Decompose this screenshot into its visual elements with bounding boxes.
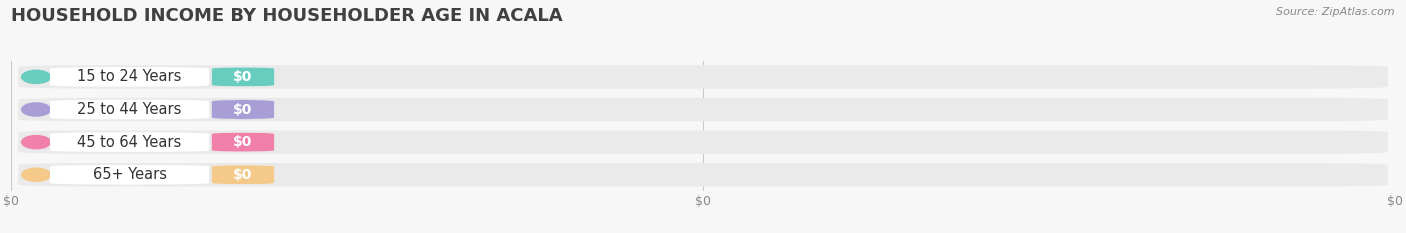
FancyBboxPatch shape xyxy=(51,67,209,87)
Text: 45 to 64 Years: 45 to 64 Years xyxy=(77,135,181,150)
Text: 15 to 24 Years: 15 to 24 Years xyxy=(77,69,181,84)
Text: HOUSEHOLD INCOME BY HOUSEHOLDER AGE IN ACALA: HOUSEHOLD INCOME BY HOUSEHOLDER AGE IN A… xyxy=(11,7,562,25)
FancyBboxPatch shape xyxy=(18,130,1388,154)
Text: $0: $0 xyxy=(233,135,253,149)
Text: 25 to 44 Years: 25 to 44 Years xyxy=(77,102,181,117)
Text: $0: $0 xyxy=(233,168,253,182)
FancyBboxPatch shape xyxy=(51,100,209,119)
FancyBboxPatch shape xyxy=(51,165,209,185)
Text: $0: $0 xyxy=(233,70,253,84)
FancyBboxPatch shape xyxy=(205,67,281,87)
Text: $0: $0 xyxy=(233,103,253,116)
Text: 65+ Years: 65+ Years xyxy=(93,167,166,182)
Ellipse shape xyxy=(21,102,52,117)
FancyBboxPatch shape xyxy=(51,132,209,152)
FancyBboxPatch shape xyxy=(205,132,281,152)
Ellipse shape xyxy=(21,70,52,84)
FancyBboxPatch shape xyxy=(205,100,281,119)
FancyBboxPatch shape xyxy=(18,163,1388,186)
FancyBboxPatch shape xyxy=(18,98,1388,121)
Text: Source: ZipAtlas.com: Source: ZipAtlas.com xyxy=(1277,7,1395,17)
Ellipse shape xyxy=(21,135,52,149)
FancyBboxPatch shape xyxy=(18,65,1388,89)
Ellipse shape xyxy=(21,168,52,182)
FancyBboxPatch shape xyxy=(205,165,281,185)
